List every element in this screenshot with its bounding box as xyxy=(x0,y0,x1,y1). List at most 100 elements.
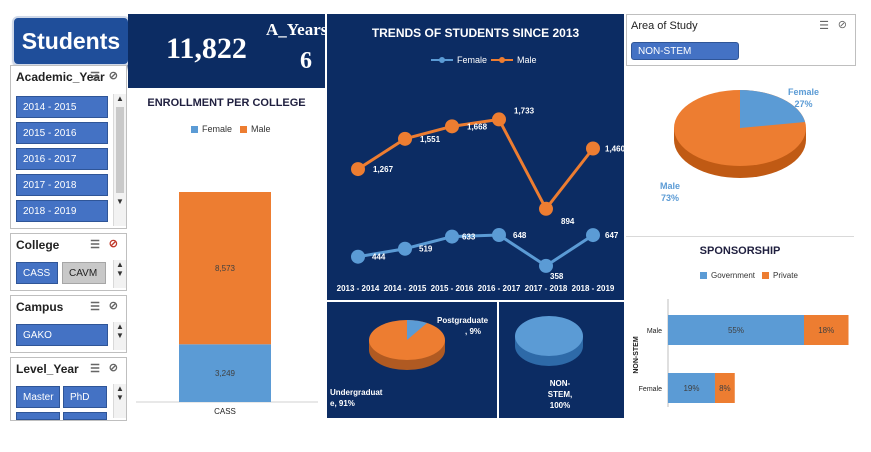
non-stem-label-pct: 100% xyxy=(549,401,571,410)
male-point xyxy=(351,162,365,177)
year-tick-label: 2018 - 2019 xyxy=(572,284,615,293)
multi-select-icon[interactable]: ☰ xyxy=(90,301,100,313)
male-pie-label-pct: 73% xyxy=(661,193,680,203)
college-slicer: College ☰ ⊘ CASS CAVM ▲ ▼ xyxy=(10,233,127,291)
enrollment-chart-panel: ENROLLMENT PER COLLEGE Female Male 3,249… xyxy=(128,88,325,418)
campus-scrollbar[interactable]: ▲ ▼ xyxy=(113,322,126,350)
female-point xyxy=(445,229,459,244)
male-point xyxy=(539,201,553,216)
private-data-label: 8% xyxy=(719,384,731,393)
clear-filter-icon[interactable]: ⊘ xyxy=(108,238,118,250)
year-tick-label: 2013 - 2014 xyxy=(337,284,380,293)
clear-filter-icon[interactable]: ⊘ xyxy=(108,70,118,82)
slicer-item-2018-2019[interactable]: 2018 - 2019 xyxy=(16,200,108,222)
male-point xyxy=(586,141,600,156)
slicer-item-partial[interactable] xyxy=(16,412,60,420)
level-year-slicer: Level_Year ☰ ⊘ Master PhD ▲ ▼ xyxy=(10,357,127,421)
trends-chart-panel: TRENDS OF STUDENTS SINCE 2013 Female Mal… xyxy=(327,14,624,300)
postgraduate-label: Postgraduate , 9% xyxy=(437,315,488,337)
private-bar xyxy=(804,315,849,345)
female-point xyxy=(351,249,365,264)
multi-select-icon[interactable]: ☰ xyxy=(819,20,829,32)
male-data-label: 1,733 xyxy=(514,106,535,115)
slicer-item-phd[interactable]: PhD xyxy=(63,386,107,408)
private-data-label: 18% xyxy=(818,326,834,335)
kpi-card: 11,822 A_Years 6 xyxy=(128,14,328,88)
undergraduate-label-name: Undergraduat xyxy=(330,388,383,397)
male-point xyxy=(492,112,506,127)
slicer-item-2014-2015[interactable]: 2014 - 2015 xyxy=(16,96,108,118)
academic-year-scrollbar[interactable]: ▲ ▼ xyxy=(113,94,126,226)
slicer-item-cass[interactable]: CASS xyxy=(16,262,58,284)
slicer-item-master[interactable]: Master xyxy=(16,386,60,408)
academic-year-slicer: Academic_Year ☰ ⊘ 2014 - 2015 2015 - 201… xyxy=(10,65,127,229)
multi-select-icon[interactable]: ☰ xyxy=(90,71,100,83)
enrollment-legend: Female Male xyxy=(191,124,271,134)
level-year-scrollbar[interactable]: ▲ ▼ xyxy=(113,384,126,418)
government-legend-label: Government xyxy=(711,271,756,280)
level-pie-panel: Postgraduate , 9% Undergraduat e, 91% xyxy=(327,302,497,418)
female-point xyxy=(586,228,600,243)
row-label-female: Female xyxy=(639,386,662,393)
male-point xyxy=(445,119,459,134)
row-label-male: Male xyxy=(647,328,662,335)
female-legend-label: Female xyxy=(202,124,233,134)
slicer-item-cavm[interactable]: CAVM xyxy=(62,262,106,284)
slicer-item-2016-2017[interactable]: 2016 - 2017 xyxy=(16,148,108,170)
female-data-label: 519 xyxy=(419,245,433,254)
male-data-label: 1,267 xyxy=(373,165,394,174)
level-pie-chart xyxy=(369,320,445,370)
slicer-item-partial[interactable] xyxy=(63,412,107,420)
slicer-item-2015-2016[interactable]: 2015 - 2016 xyxy=(16,122,108,144)
female-data-label: 3,249 xyxy=(215,369,236,378)
undergraduate-label: Undergraduat e, 91% xyxy=(330,387,382,409)
multi-select-icon[interactable]: ☰ xyxy=(90,239,100,251)
male-data-label: 1,668 xyxy=(467,122,488,131)
slicer-item-2017-2018[interactable]: 2017 - 2018 xyxy=(16,174,108,196)
campus-slicer-header: Campus ☰ ⊘ xyxy=(11,296,126,318)
female-bar xyxy=(179,344,271,402)
dashboard-title-button[interactable]: Students xyxy=(12,16,130,66)
trends-legend: Female Male xyxy=(431,55,537,65)
campus-slicer-label: Campus xyxy=(16,300,64,314)
area-of-study-slicer: Area of Study ☰ ⊘ NON-STEM xyxy=(626,14,856,66)
stem-pie-panel: NON- STEM, 100% xyxy=(499,302,624,418)
private-legend-swatch xyxy=(762,272,770,279)
sponsorship-bar-chart: NON-STEM Male 55% 18% Female 19% 8% xyxy=(633,299,849,407)
male-legend-label: Male xyxy=(251,124,271,134)
non-stem-label-line: NON- xyxy=(549,379,571,388)
academic-year-slicer-label: Academic_Year xyxy=(16,70,105,84)
female-series-line xyxy=(357,233,594,268)
male-legend-line-icon xyxy=(491,57,514,63)
male-legend-label: Male xyxy=(517,55,537,65)
male-data-label: 1,551 xyxy=(420,135,441,144)
male-point xyxy=(398,131,412,146)
scroll-up-icon[interactable]: ▲ xyxy=(116,94,124,103)
scroll-down-icon[interactable]: ▼ xyxy=(116,197,124,206)
female-point xyxy=(492,227,506,242)
scroll-thumb[interactable] xyxy=(116,107,124,193)
female-legend-label: Female xyxy=(457,55,488,65)
clear-filter-icon[interactable]: ⊘ xyxy=(837,19,847,31)
non-stem-slice xyxy=(515,316,583,356)
college-scrollbar[interactable]: ▲ ▼ xyxy=(113,260,126,288)
clear-filter-icon[interactable]: ⊘ xyxy=(108,300,118,312)
female-point xyxy=(539,258,553,273)
level-year-slicer-label: Level_Year xyxy=(16,362,79,376)
female-data-label: 358 xyxy=(550,272,564,281)
postgraduate-label-name: Postgraduate xyxy=(437,316,489,325)
government-data-label: 55% xyxy=(728,326,744,335)
multi-select-icon[interactable]: ☰ xyxy=(90,363,100,375)
gender-pie-panel: Female 27% Male 73% xyxy=(626,66,854,236)
male-bar xyxy=(179,192,271,345)
slicer-item-gako[interactable]: GAKO xyxy=(16,324,108,346)
clear-filter-icon[interactable]: ⊘ xyxy=(108,362,118,374)
male-series-line xyxy=(357,117,595,212)
level-year-slicer-header: Level_Year ☰ ⊘ xyxy=(11,358,126,380)
year-tick-label: 2014 - 2015 xyxy=(384,284,427,293)
slicer-item-non-stem[interactable]: NON-STEM xyxy=(631,42,739,60)
non-stem-label: NON- STEM, 100% xyxy=(545,378,575,411)
female-pie-label-pct: 27% xyxy=(794,99,813,109)
academic-years-label: A_Years xyxy=(266,20,328,39)
enrollment-chart-title: ENROLLMENT PER COLLEGE xyxy=(147,97,306,109)
